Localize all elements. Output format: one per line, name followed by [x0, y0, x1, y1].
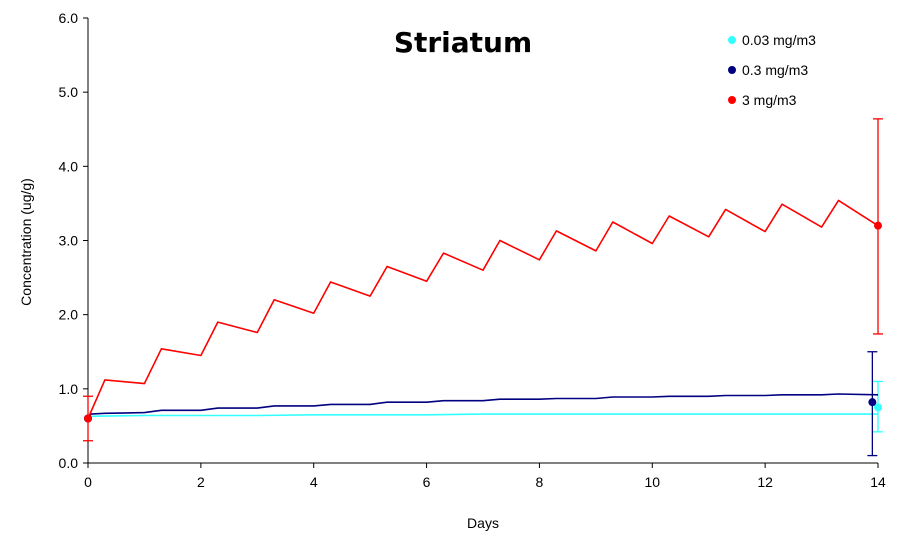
legend-marker — [728, 36, 736, 44]
legend: 0.03 mg/m3 0.3 mg/m3 3 mg/m3 — [728, 32, 816, 108]
data-point — [84, 414, 92, 423]
x-tick-label: 6 — [423, 474, 431, 490]
legend-marker — [728, 96, 736, 104]
series-1 — [84, 351, 879, 457]
y-ticks: 0.0 1.0 2.0 3.0 4.0 5.0 6.0 — [59, 10, 88, 471]
legend-label: 3 mg/m3 — [742, 92, 797, 108]
legend-label: 0.03 mg/m3 — [742, 32, 816, 48]
y-tick-label: 2.0 — [59, 307, 79, 323]
x-tick-label: 0 — [84, 474, 92, 490]
data-point — [868, 398, 877, 407]
legend-label: 0.3 mg/m3 — [742, 62, 808, 78]
x-ticks: 0 2 4 6 8 10 12 14 — [84, 463, 886, 490]
chart-title: Striatum — [394, 26, 532, 59]
data-point — [874, 403, 882, 412]
legend-marker — [728, 66, 736, 74]
x-tick-label: 2 — [197, 474, 205, 490]
y-tick-label: 0.0 — [59, 455, 79, 471]
y-tick-label: 6.0 — [59, 10, 79, 26]
data-point — [874, 221, 882, 230]
x-tick-label: 10 — [644, 474, 660, 490]
x-tick-label: 12 — [757, 474, 773, 490]
x-tick-label: 14 — [870, 474, 886, 490]
series-2 — [83, 118, 883, 442]
series-layer — [83, 118, 883, 457]
y-axis-title: Concentration (ug/g) — [18, 178, 34, 306]
series-line — [87, 199, 879, 419]
x-axis-title: Days — [467, 515, 499, 531]
series-line — [87, 413, 878, 419]
y-tick-label: 5.0 — [59, 84, 79, 100]
series-line — [87, 393, 879, 419]
y-tick-label: 4.0 — [59, 158, 79, 174]
y-tick-label: 1.0 — [59, 381, 79, 397]
x-tick-label: 4 — [310, 474, 318, 490]
plot-area: 0.0 1.0 2.0 3.0 4.0 5.0 6.0 0 2 4 6 8 10 12 14 — [59, 10, 886, 490]
series-0 — [84, 380, 883, 433]
x-tick-label: 8 — [536, 474, 544, 490]
y-tick-label: 3.0 — [59, 233, 79, 249]
